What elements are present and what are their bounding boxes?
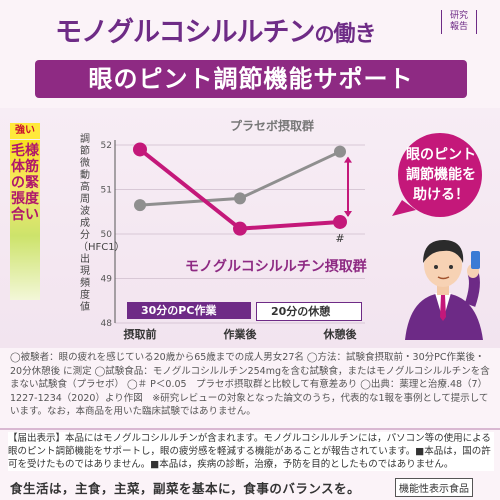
y-tick-label: 48 bbox=[101, 319, 113, 329]
title-main: モノグルコシルルチン bbox=[55, 17, 315, 48]
arrow-head bbox=[344, 156, 352, 163]
data-point bbox=[334, 145, 346, 158]
chart-series bbox=[133, 142, 347, 236]
research-tag: 研究報告 bbox=[441, 10, 477, 34]
divider bbox=[0, 428, 500, 430]
disclosure-text: 【届出表示】本品にはモノグルコシルルチンが含まれます。モノグルコシルルチンには，… bbox=[8, 432, 494, 471]
phase-pc-work: 30分のPC作業 bbox=[127, 302, 251, 319]
y-tick-label: 49 bbox=[101, 275, 113, 285]
y-tick-label: 50 bbox=[101, 230, 113, 240]
headline-banner: 眼のピント調節機能サポート bbox=[35, 60, 467, 98]
x-tick-label: 休憩後 bbox=[323, 328, 357, 341]
footer-message: 食生活は，主食，主菜，副菜を基本に，食事のバランスを。 bbox=[10, 481, 361, 496]
strong-badge: 強い bbox=[10, 123, 40, 139]
functional-food-badge: 機能性表示食品 bbox=[395, 478, 473, 497]
x-tick-label: 作業後 bbox=[223, 328, 257, 341]
data-point bbox=[133, 142, 147, 157]
data-point bbox=[234, 192, 246, 205]
study-notes: ◯被験者：眼の疲れを感じている20歳から65歳までの成人男女27名 ◯方法：試験… bbox=[10, 352, 490, 417]
title-no: の bbox=[314, 22, 334, 46]
arrow-head bbox=[344, 210, 352, 217]
callout-text: 眼のピント調節機能を助ける！ bbox=[406, 147, 476, 203]
data-point bbox=[134, 199, 146, 212]
data-point bbox=[333, 214, 347, 229]
line-chart: 48 49 50 51 52 # bbox=[101, 140, 365, 329]
page-title: モノグルコシルルチンの働き bbox=[55, 10, 376, 49]
significance-mark: # bbox=[335, 232, 344, 245]
tension-gradient-bar bbox=[10, 140, 40, 300]
chart-annotations: # bbox=[335, 156, 352, 245]
legend-placebo: プラセボ摂取群 bbox=[230, 119, 315, 133]
y-tick-labels: 48 49 50 51 52 bbox=[101, 141, 113, 329]
title-end: 働き bbox=[333, 22, 376, 47]
x-tick-label: 摂取前 bbox=[123, 328, 157, 341]
data-point bbox=[233, 221, 247, 236]
y-tick-label: 51 bbox=[101, 186, 112, 196]
y-axis-unit-label: 調節微動高周波成分（HFC1）出現頻度値 bbox=[78, 134, 125, 313]
phase-rest: 20分の休憩 bbox=[256, 302, 362, 321]
y-tick-label: 52 bbox=[101, 141, 112, 151]
callout-bubble bbox=[392, 133, 482, 217]
legend-monoglucosyl: モノグルコシルルチン摂取群 bbox=[185, 259, 367, 275]
y-axis-main-label: 毛様体筋の緊張度合い bbox=[11, 143, 39, 223]
businessman-illustration bbox=[405, 239, 483, 340]
